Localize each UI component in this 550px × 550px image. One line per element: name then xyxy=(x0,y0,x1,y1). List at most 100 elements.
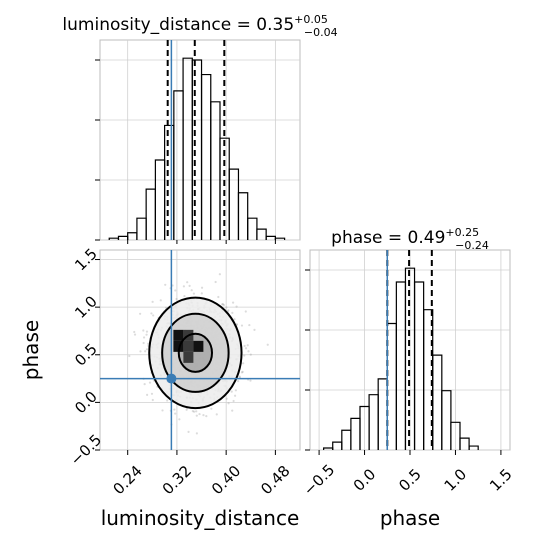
phase-ytick-label: 0.5 xyxy=(71,340,101,370)
2d-sample-point xyxy=(210,407,213,410)
2d-contour-0.39 xyxy=(177,332,213,373)
2d-sample-point xyxy=(234,389,237,392)
ylabel-phase: phase xyxy=(19,320,43,380)
2d-sample-point xyxy=(174,412,177,415)
2d-density-core xyxy=(193,340,204,352)
phase-ytick-label: 1.5 xyxy=(71,245,101,275)
title-phase-minus: −0.24 xyxy=(455,239,489,252)
2d-sample-point xyxy=(183,294,186,298)
2d-sample-point xyxy=(214,280,217,284)
2d-sample-point xyxy=(150,312,153,315)
2d-density-core xyxy=(173,340,184,352)
2d-sample-point xyxy=(142,336,146,339)
2d-sample-point xyxy=(151,300,154,303)
ld-hist-bin xyxy=(200,73,212,240)
2d-sample-point xyxy=(244,347,248,350)
2d-sample-point xyxy=(151,398,154,402)
2d-sample-point xyxy=(237,380,240,383)
ld-hist-bin xyxy=(265,235,276,240)
2d-density-core xyxy=(183,351,194,363)
title-ld-prefix: luminosity_distance = xyxy=(62,15,256,35)
phase-xtick-label: 1.0 xyxy=(441,465,471,495)
ld-xtick-label: 0.40 xyxy=(208,462,244,498)
ld-hist-bin xyxy=(117,235,129,240)
phase-hist-bin xyxy=(468,445,479,450)
2d-sample-point xyxy=(173,408,176,411)
2d-sample-point xyxy=(231,311,234,315)
2d-sample-point xyxy=(145,333,148,336)
phase-hist-bin xyxy=(450,421,461,450)
title-phase-prefix: phase = xyxy=(331,228,407,248)
title-luminosity-distance: luminosity_distance = 0.35+0.05 −0.04 xyxy=(62,13,337,39)
phase-hist-bin xyxy=(395,281,407,450)
2d-sample-point xyxy=(145,330,149,333)
phase-hist-bin xyxy=(432,354,443,450)
2d-sample-point xyxy=(244,310,247,313)
2d-sample-point xyxy=(174,289,177,292)
2d-sample-point xyxy=(146,393,149,396)
ld-hist-bin xyxy=(191,59,203,240)
2d-sample-point xyxy=(242,362,245,365)
phase-hist-bin xyxy=(377,378,388,450)
ld-xtick-label: 0.48 xyxy=(257,462,293,498)
phase-hist-bin xyxy=(341,429,352,450)
ld-hist-bin xyxy=(182,57,193,240)
2d-sample-point xyxy=(249,353,252,356)
title-ld-plus: +0.05 xyxy=(294,13,328,26)
2d-sample-point xyxy=(195,410,198,413)
2d-sample-point xyxy=(152,314,155,317)
2d-sample-point xyxy=(205,415,208,418)
2d-sample-point xyxy=(166,399,169,402)
phase-hist-bin xyxy=(459,437,470,450)
phase-histogram-layer xyxy=(305,250,510,451)
ld-hist-bin xyxy=(274,237,286,240)
phase-xtick-label: 0.0 xyxy=(350,465,380,495)
2d-sample-point xyxy=(233,394,237,397)
phase-xtick-label: −0.5 xyxy=(300,461,338,499)
2d-sample-point xyxy=(190,289,193,292)
2d-sample-point xyxy=(231,409,234,412)
2d-sample-point xyxy=(266,343,269,346)
tick-layer: 0.24 0.32 0.40 0.48 −0.5 0.0 0.5 1.0 1.5−0.50.00… xyxy=(67,240,516,499)
ld-xtick-label: 0.32 xyxy=(159,462,195,498)
2d-sample-point xyxy=(161,409,164,412)
phase-hist-bin xyxy=(350,417,361,450)
ld-hist-bin xyxy=(145,188,156,240)
2d-contour-0.86 xyxy=(161,312,230,393)
2d-sample-point xyxy=(186,281,189,284)
ld-hist-bin xyxy=(247,217,258,240)
2d-sample-point xyxy=(148,381,152,384)
2d-sample-point xyxy=(195,414,198,417)
scatter-2d-layer xyxy=(100,250,300,451)
2d-sample-point xyxy=(133,333,137,336)
2d-sample-point xyxy=(188,284,191,288)
2d-sample-point xyxy=(159,299,162,302)
2d-sample-point xyxy=(185,408,188,411)
phase-hist-bin xyxy=(441,390,452,450)
phase-xtick-label: 1.5 xyxy=(486,465,516,495)
2d-sample-point xyxy=(230,390,233,393)
2d-sample-point xyxy=(187,430,190,433)
2d-sample-point xyxy=(200,292,203,295)
xlabel-luminosity-distance: luminosity_distance xyxy=(101,506,300,530)
2d-sample-point xyxy=(182,285,186,288)
2d-sample-point xyxy=(249,379,252,382)
phase-hist-bin xyxy=(332,441,343,450)
2d-sample-point xyxy=(235,305,238,308)
panel-ld-histogram xyxy=(99,39,301,241)
2d-sample-point xyxy=(246,344,249,347)
2d-sample-point xyxy=(198,412,201,416)
ld-histogram-layer xyxy=(95,40,300,241)
2d-sample-point xyxy=(143,383,146,386)
2d-sample-point xyxy=(248,323,251,327)
phase-ytick-label: 1.0 xyxy=(71,292,101,322)
2d-sample-point xyxy=(227,402,230,405)
2d-sample-point xyxy=(128,354,131,358)
2d-sample-point xyxy=(231,301,235,304)
2d-sample-point xyxy=(240,324,244,327)
2d-sample-point xyxy=(178,418,181,421)
2d-sample-point xyxy=(233,318,236,321)
2d-sample-point xyxy=(150,392,154,395)
phase-xtick-label: 0.5 xyxy=(395,465,425,495)
2d-sample-point xyxy=(133,330,136,334)
